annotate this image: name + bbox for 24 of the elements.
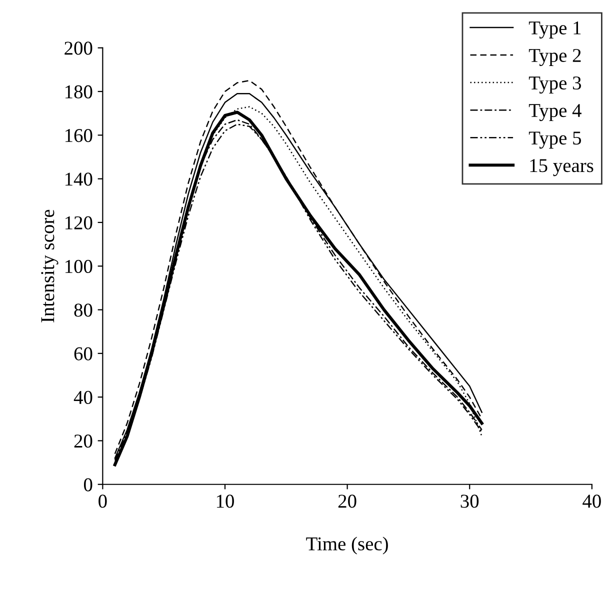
legend-label: Type 5 bbox=[528, 132, 582, 149]
y-axis-title: Intensity score bbox=[41, 210, 58, 322]
x-tick-label: 30 bbox=[460, 494, 479, 508]
x-tick-label: 40 bbox=[582, 494, 601, 508]
y-tick-label: 0 bbox=[84, 478, 92, 492]
y-tick-label: 100 bbox=[66, 260, 92, 274]
legend-label: Type 2 bbox=[528, 48, 581, 66]
y-tick-label: 60 bbox=[74, 347, 92, 360]
x-tick-label: 20 bbox=[338, 494, 356, 508]
legend-label: Type 3 bbox=[528, 76, 582, 94]
x-axis-title: Time (sec) bbox=[306, 536, 388, 554]
y-tick-label: 40 bbox=[74, 390, 92, 404]
x-tick-label: 10 bbox=[216, 494, 234, 508]
y-tick-label: 160 bbox=[66, 128, 92, 142]
y-tick-label: 200 bbox=[64, 42, 92, 55]
y-tick-label: 140 bbox=[66, 172, 92, 186]
y-tick-label: 80 bbox=[74, 304, 92, 317]
y-tick-label: 20 bbox=[74, 434, 92, 448]
y-tick-label: 180 bbox=[66, 85, 92, 98]
legend-label: 15 years bbox=[530, 159, 594, 176]
y-tick-label: 120 bbox=[66, 216, 92, 230]
legend-label: Type 1 bbox=[528, 21, 581, 38]
legend-label: Type 4 bbox=[528, 104, 582, 122]
x-tick-label: 0 bbox=[98, 494, 107, 508]
